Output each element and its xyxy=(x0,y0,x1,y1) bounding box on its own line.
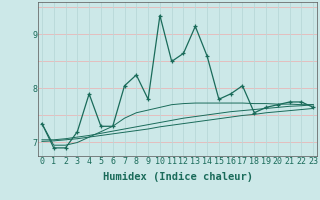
X-axis label: Humidex (Indice chaleur): Humidex (Indice chaleur) xyxy=(103,172,252,182)
